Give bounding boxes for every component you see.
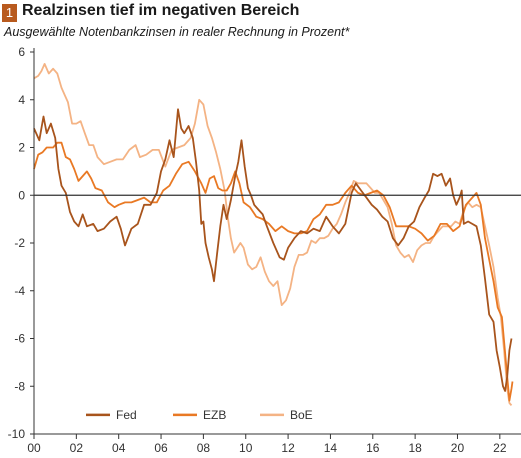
y-tick-label: 0 [18, 188, 25, 202]
x-tick-label: 22 [493, 441, 507, 455]
y-tick-label: -10 [8, 427, 26, 441]
x-tick-label: 16 [366, 441, 380, 455]
legend-label-boe: BoE [290, 408, 313, 422]
x-tick-label: 00 [27, 441, 41, 455]
series-line-fed [33, 108, 513, 392]
chart-title: Realzinsen tief im negativen Bereich [22, 2, 300, 19]
x-tick-label: 06 [154, 441, 168, 455]
chart-number-badge: 1 [2, 4, 17, 22]
y-tick-label: 4 [18, 93, 25, 107]
x-tick-label: 02 [70, 441, 84, 455]
legend-label-ezb: EZB [203, 408, 226, 422]
y-tick-label: -6 [14, 332, 25, 346]
legend-label-fed: Fed [116, 408, 137, 422]
y-tick-label: -2 [14, 236, 25, 250]
x-tick-label: 20 [451, 441, 465, 455]
chart-subtitle: Ausgewählte Notenbankzinsen in realer Re… [4, 25, 350, 39]
y-tick-label: -8 [14, 379, 25, 393]
axes [33, 48, 521, 435]
plot-lines [33, 63, 514, 406]
x-tick-label: 04 [112, 441, 126, 455]
x-tick-label: 08 [197, 441, 211, 455]
x-tick-label: 10 [239, 441, 253, 455]
y-tick-label: -4 [14, 284, 25, 298]
x-tick-label: 12 [281, 441, 295, 455]
x-tick-label: 14 [324, 441, 338, 455]
series-line-boe [33, 63, 513, 406]
x-tick-label: 18 [408, 441, 422, 455]
y-tick-label: 2 [18, 141, 25, 155]
y-axis-ticks: 6 4 2 0 -2 -4 -6 -8 -10 [8, 45, 34, 441]
x-axis-ticks: 00 02 04 06 08 10 12 14 16 18 20 22 [27, 434, 507, 455]
y-tick-label: 6 [18, 45, 25, 59]
chart-header: 1 Realzinsen tief im negativen Bereich A… [0, 0, 521, 48]
series-line-ezb [33, 141, 514, 402]
legend: Fed EZB BoE [86, 408, 313, 422]
